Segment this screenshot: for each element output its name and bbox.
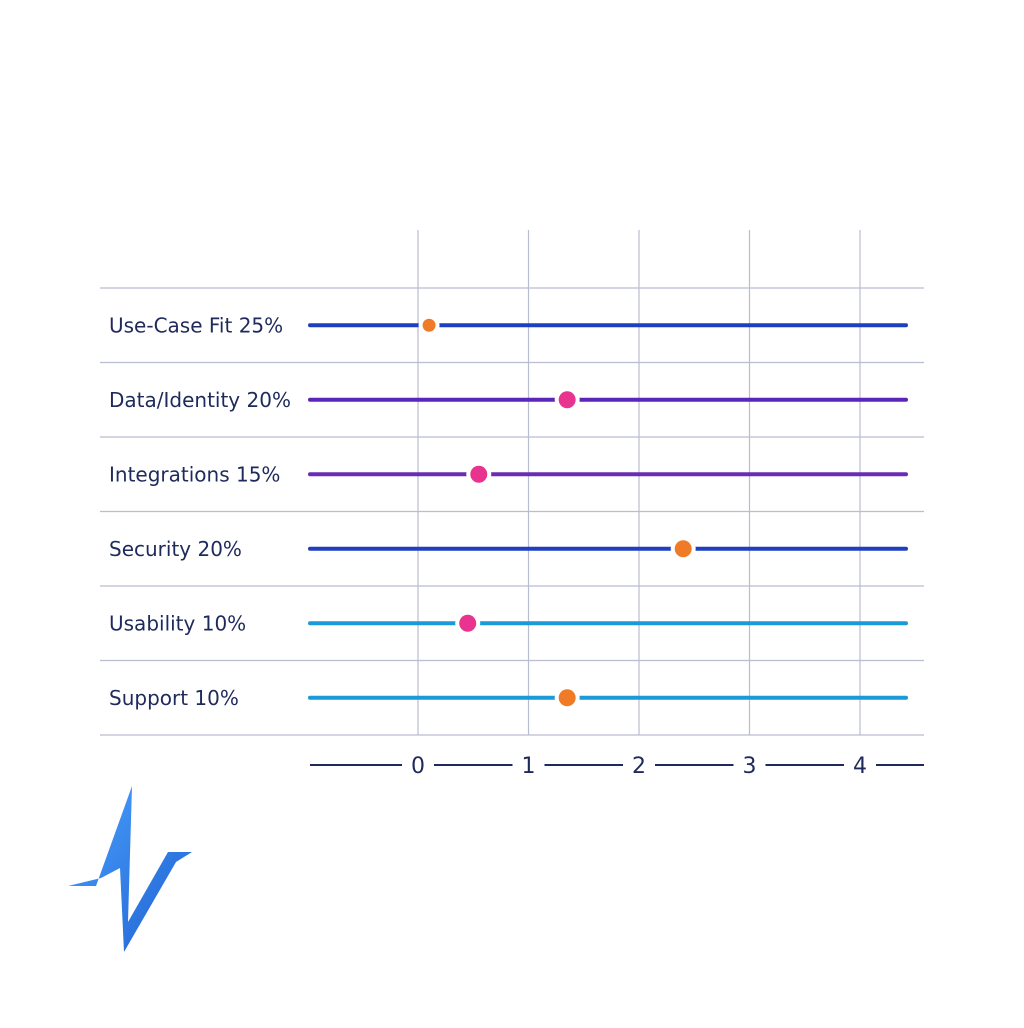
data-point [470, 465, 488, 483]
row-label: Integrations 15% [109, 462, 280, 486]
x-axis: 0 1 2 3 4 [310, 754, 924, 779]
row-label: Usability 10% [109, 611, 246, 635]
zigzag-logo-icon [68, 786, 192, 952]
data-row: Integrations 15% [109, 461, 908, 487]
grid [100, 230, 924, 736]
data-row: Data/Identity 20% [109, 387, 908, 413]
data-row: Usability 10% [109, 610, 908, 636]
x-tick-label: 4 [853, 754, 867, 779]
x-tick-label: 1 [522, 754, 536, 779]
data-point [558, 391, 576, 409]
row-label: Data/Identity 20% [109, 388, 291, 412]
x-tick-label: 2 [632, 754, 646, 779]
row-label: Support 10% [109, 686, 239, 710]
data-row: Security 20% [109, 536, 908, 562]
rows: Use-Case Fit 25% Data/Identity 20% Integra… [109, 313, 908, 711]
data-row: Support 10% [109, 685, 908, 711]
data-row: Use-Case Fit 25% [109, 313, 908, 337]
x-tick-label: 0 [411, 754, 425, 779]
logo-shape [68, 786, 192, 952]
data-point [459, 614, 477, 632]
data-point [422, 318, 436, 332]
row-label: Security 20% [109, 537, 242, 561]
row-label: Use-Case Fit 25% [109, 313, 283, 337]
data-point [558, 689, 576, 707]
data-point [674, 540, 692, 558]
x-tick-label: 3 [743, 754, 757, 779]
